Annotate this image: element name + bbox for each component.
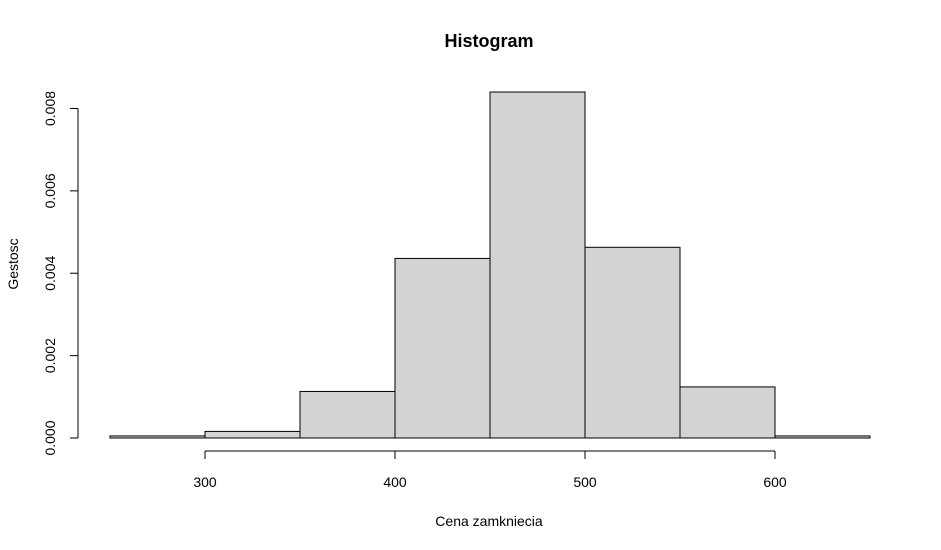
histogram-bar-6 <box>679 386 776 439</box>
y-axis: 0.000 0.002 0.004 0.006 0.008 <box>42 91 79 456</box>
y-tick-label-2: 0.004 <box>42 256 58 291</box>
y-axis-label: Gestosc <box>5 238 21 289</box>
y-tick-label-3: 0.006 <box>42 173 58 208</box>
x-tick-label-2: 500 <box>573 474 597 490</box>
x-tick-label-3: 600 <box>763 474 787 490</box>
histogram-bar-5 <box>584 246 681 439</box>
histogram-bar-3 <box>394 257 491 439</box>
histogram-bar-2 <box>299 390 396 439</box>
y-tick-label-0: 0.000 <box>42 420 58 455</box>
histogram-bar-7 <box>774 435 871 439</box>
x-axis-label: Cena zamkniecia <box>435 513 543 529</box>
x-tick-label-1: 400 <box>383 474 407 490</box>
histogram-bar-0 <box>109 435 206 439</box>
histogram-bar-1 <box>204 430 301 439</box>
y-tick-label-1: 0.002 <box>42 338 58 373</box>
bars-group <box>109 91 871 439</box>
y-tick-label-4: 0.008 <box>42 91 58 126</box>
chart-title: Histogram <box>444 31 533 51</box>
x-axis: 300 400 500 600 <box>193 450 787 490</box>
x-tick-label-0: 300 <box>193 474 217 490</box>
histogram-bar-4 <box>489 91 586 439</box>
